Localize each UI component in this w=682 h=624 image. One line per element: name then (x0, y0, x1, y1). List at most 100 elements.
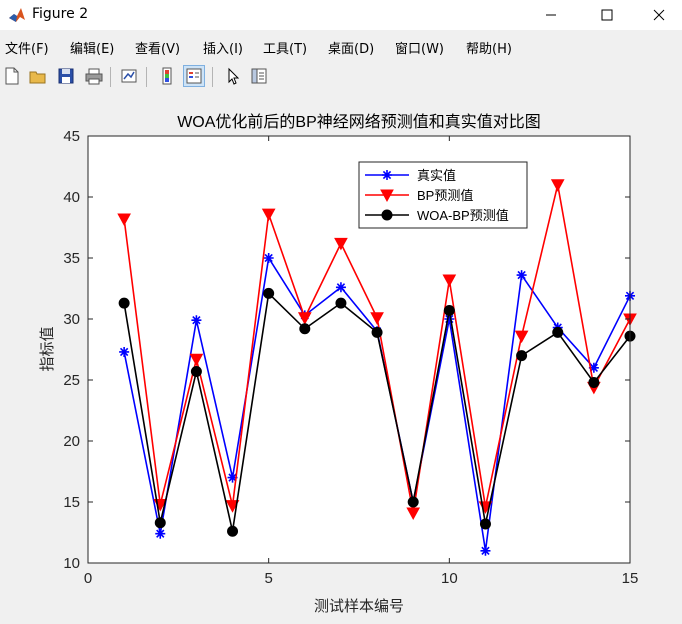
save-icon (58, 68, 74, 84)
data-point (514, 330, 529, 344)
data-point (480, 545, 491, 556)
plot-frame (87, 135, 631, 564)
y-tick-label: 25 (63, 372, 80, 389)
data-point (370, 312, 384, 325)
data-point (407, 496, 419, 508)
legend-entry: 真实值 (417, 168, 456, 183)
legend-marker (382, 170, 392, 180)
data-point (299, 323, 311, 335)
legend[interactable]: 真实值 BP预测值 WOA-BP预测值 (358, 161, 528, 229)
menu-desktop[interactable]: 桌面(D) (328, 42, 375, 57)
data-point (263, 253, 274, 263)
data-point (442, 274, 457, 288)
data-point (588, 362, 599, 373)
property-inspector-button[interactable] (248, 65, 270, 87)
data-point (443, 304, 455, 316)
menu-tools[interactable]: 工具(T) (263, 42, 308, 57)
link-plot-icon (121, 69, 137, 83)
pointer-icon (228, 67, 240, 85)
insert-legend-icon (186, 68, 202, 84)
data-point (263, 287, 275, 299)
edit-plot-button[interactable] (222, 65, 244, 87)
x-tick-label: 15 (622, 570, 639, 587)
data-point (479, 518, 491, 530)
y-tick-label: 10 (63, 555, 80, 572)
print-icon (85, 68, 103, 85)
close-icon (653, 9, 665, 21)
link-plot-button[interactable] (118, 65, 140, 87)
close-button[interactable] (636, 0, 682, 30)
data-point (552, 326, 564, 338)
data-point (444, 314, 455, 324)
y-tick-label: 45 (63, 128, 80, 145)
y-axis-label: 指标值 (39, 326, 56, 371)
open-file-icon (29, 71, 46, 84)
chart-title: WOA优化前后的BP神经网络预测值和真实值对比图 (177, 112, 541, 131)
matlab-icon (9, 8, 25, 22)
data-point (335, 282, 346, 293)
maximize-icon (601, 9, 613, 21)
x-tick-label: 0 (84, 570, 92, 587)
insert-legend-button[interactable] (183, 65, 205, 87)
x-tick-label: 5 (264, 570, 272, 587)
data-point (225, 500, 240, 513)
minimize-button[interactable] (528, 0, 574, 30)
data-point (334, 237, 348, 251)
data-point (406, 507, 421, 521)
x-tick-label: 10 (441, 570, 458, 587)
new-figure-icon (5, 67, 19, 85)
data-point (119, 346, 130, 357)
legend-marker (381, 209, 393, 221)
x-axis-label: 测试样本编号 (314, 598, 404, 615)
data-point (190, 365, 202, 377)
data-point (117, 213, 131, 227)
legend-entry: WOA-BP预测值 (417, 208, 509, 223)
menu-window[interactable]: 窗口(W) (395, 42, 444, 57)
print-button[interactable] (83, 65, 105, 87)
data-point (227, 525, 239, 537)
y-tick-label: 35 (63, 250, 80, 267)
series-layer (117, 179, 637, 556)
toolbar-separator (212, 67, 213, 87)
axis-layer: 10 15 20 25 30 35 40 45 0 5 10 15 (63, 128, 638, 587)
toolbar-separator (146, 67, 147, 87)
data-point (155, 528, 166, 539)
data-point (297, 312, 312, 325)
menu-edit[interactable]: 编辑(E) (70, 42, 115, 57)
window-titlebar: Figure 2 (0, 0, 682, 30)
window-title: Figure 2 (32, 6, 89, 22)
property-inspector-icon (251, 68, 267, 84)
data-point (335, 297, 347, 309)
chart: 10 15 20 25 30 35 40 45 0 5 10 15 WOA优化前后的BP神经网络预测值… (39, 112, 638, 615)
y-tick-label: 15 (63, 494, 80, 511)
open-file-button[interactable] (27, 65, 49, 87)
figure-canvas: 10 15 20 25 30 35 40 45 0 5 10 15 WOA优化前后的BP神经网络预测值… (0, 96, 682, 620)
insert-colorbar-icon (162, 67, 172, 85)
data-point (516, 350, 528, 362)
legend-marker (380, 189, 394, 203)
maximize-button[interactable] (584, 0, 630, 30)
menu-view[interactable]: 查看(V) (135, 42, 181, 57)
data-point (118, 297, 130, 309)
data-point (516, 270, 527, 281)
toolbar (0, 62, 682, 92)
menu-file[interactable]: 文件(F) (5, 42, 49, 57)
legend-entry: BP预测值 (417, 188, 473, 203)
new-figure-button[interactable] (1, 65, 23, 87)
toolbar-separator (110, 67, 111, 87)
menu-bar: 文件(F) 编辑(E) 查看(V) 插入(I) 工具(T) 桌面(D) 窗口(W… (0, 34, 682, 57)
data-point (550, 179, 565, 192)
y-tick-label: 20 (63, 433, 80, 450)
data-point (371, 326, 383, 338)
save-button[interactable] (55, 65, 77, 87)
data-point (191, 315, 202, 326)
data-point (227, 472, 238, 483)
menu-help[interactable]: 帮助(H) (466, 42, 512, 57)
data-point (189, 353, 204, 367)
data-point (588, 376, 600, 388)
y-tick-label: 40 (63, 189, 80, 206)
insert-colorbar-button[interactable] (156, 65, 178, 87)
data-point (261, 208, 276, 222)
data-point (154, 517, 166, 529)
menu-insert[interactable]: 插入(I) (203, 42, 243, 57)
